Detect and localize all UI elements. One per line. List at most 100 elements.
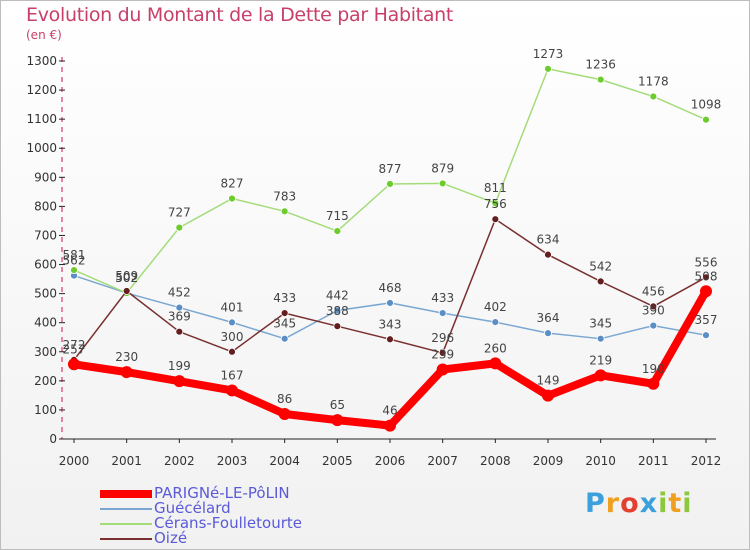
series-point <box>68 358 80 371</box>
series-point <box>226 384 238 397</box>
series-point <box>333 227 342 236</box>
series-point <box>702 331 710 340</box>
data-label: 879 <box>431 161 454 175</box>
y-tick-label: 1000 <box>26 141 57 155</box>
x-tick-label: 2010 <box>585 454 616 468</box>
series-point <box>122 287 131 295</box>
data-label: 388 <box>326 304 349 318</box>
data-label: 502 <box>115 271 138 285</box>
data-label: 357 <box>695 313 718 327</box>
series-point <box>594 369 607 382</box>
data-label: 811 <box>484 181 507 195</box>
data-label: 296 <box>431 331 454 345</box>
series-point <box>544 250 552 259</box>
series-point <box>175 327 184 336</box>
y-tick-label: 800 <box>34 199 57 213</box>
series-point <box>700 285 712 298</box>
y-tick-label: 100 <box>34 403 57 417</box>
series-point <box>280 309 289 317</box>
data-label: 364 <box>537 311 560 325</box>
series-point <box>70 266 78 274</box>
data-label: 46 <box>382 404 397 418</box>
series-point <box>175 223 184 232</box>
data-label: 715 <box>326 209 349 223</box>
legend-label: Guécélard <box>154 499 231 517</box>
legend-swatch <box>100 537 152 540</box>
y-tick-label: 1100 <box>26 112 57 126</box>
x-tick-label: 2008 <box>480 454 511 468</box>
data-label: 257 <box>63 342 86 356</box>
data-label: 1098 <box>691 98 722 112</box>
series-point <box>491 215 500 224</box>
data-label: 260 <box>484 341 507 355</box>
series-point <box>278 407 291 420</box>
series-point <box>438 309 447 317</box>
data-label: 542 <box>589 259 612 273</box>
chart-subtitle: (en €) <box>26 28 62 42</box>
data-label: 452 <box>168 286 191 300</box>
series-point <box>438 349 447 357</box>
logo-letter: P <box>585 488 606 519</box>
series-point <box>386 299 394 307</box>
data-label: 1178 <box>638 74 669 88</box>
series-point <box>280 207 289 216</box>
y-tick-label: 600 <box>34 258 57 272</box>
series-point <box>228 318 236 327</box>
series-point <box>596 334 605 343</box>
data-label: 190 <box>642 362 665 376</box>
x-tick-label: 2009 <box>533 454 564 468</box>
series-point <box>333 306 342 315</box>
x-tick-label: 2001 <box>111 454 142 468</box>
x-tick-label: 2011 <box>638 454 669 468</box>
series-point <box>228 194 236 203</box>
series-point <box>384 419 396 432</box>
x-tick-label: 2005 <box>322 454 353 468</box>
x-tick-label: 2003 <box>217 454 248 468</box>
series-point <box>175 303 184 312</box>
legend-swatch <box>100 507 152 510</box>
series-point <box>331 414 344 427</box>
series-point <box>544 64 552 73</box>
y-tick-label: 400 <box>34 316 57 330</box>
data-label: 345 <box>273 317 296 331</box>
logo-letter: i <box>682 488 693 519</box>
series-point <box>438 179 447 188</box>
data-label: 230 <box>115 350 138 364</box>
y-tick-label: 0 <box>49 432 57 446</box>
data-label: 65 <box>330 398 345 412</box>
legend-label: PARIGNé-LE-PôLIN <box>154 484 290 502</box>
legend-label: Cérans-Foulletourte <box>154 514 302 532</box>
legend-entry: Guécélard <box>100 501 302 516</box>
series-point <box>649 321 658 330</box>
logo-letter: r <box>605 488 621 519</box>
series-point <box>647 377 660 390</box>
data-label: 433 <box>273 291 296 305</box>
series-point <box>491 199 500 208</box>
legend-label: Oizé <box>154 529 188 547</box>
logo-letter: i <box>658 488 669 519</box>
x-tick-label: 2012 <box>691 454 722 468</box>
series-point <box>702 115 710 124</box>
data-label: 272 <box>63 338 86 352</box>
series-point <box>649 92 658 101</box>
data-label: 1236 <box>585 58 616 72</box>
line-chart: 0 100 200 300 400 500 600 700 800 900 1000 1100 1200… <box>26 47 722 468</box>
data-label: 468 <box>379 281 402 295</box>
data-label: 401 <box>221 300 244 314</box>
y-tick-label: 700 <box>34 228 57 242</box>
chart-axes: 0 100 200 300 400 500 600 700 800 900 1000 1100 1200… <box>26 54 721 468</box>
x-tick-label: 2000 <box>59 454 90 468</box>
data-label: 727 <box>168 206 191 220</box>
data-label: 502 <box>115 271 138 285</box>
data-label: 783 <box>273 189 296 203</box>
data-label: 508 <box>695 269 718 283</box>
data-label: 149 <box>537 374 560 388</box>
series-point <box>173 375 186 388</box>
data-label: 562 <box>63 254 86 268</box>
data-label: 300 <box>221 330 244 344</box>
logo-letter: o <box>620 488 640 519</box>
series-point <box>436 363 449 376</box>
data-label: 877 <box>379 162 402 176</box>
data-label: 433 <box>431 291 454 305</box>
legend-swatch <box>100 489 152 498</box>
